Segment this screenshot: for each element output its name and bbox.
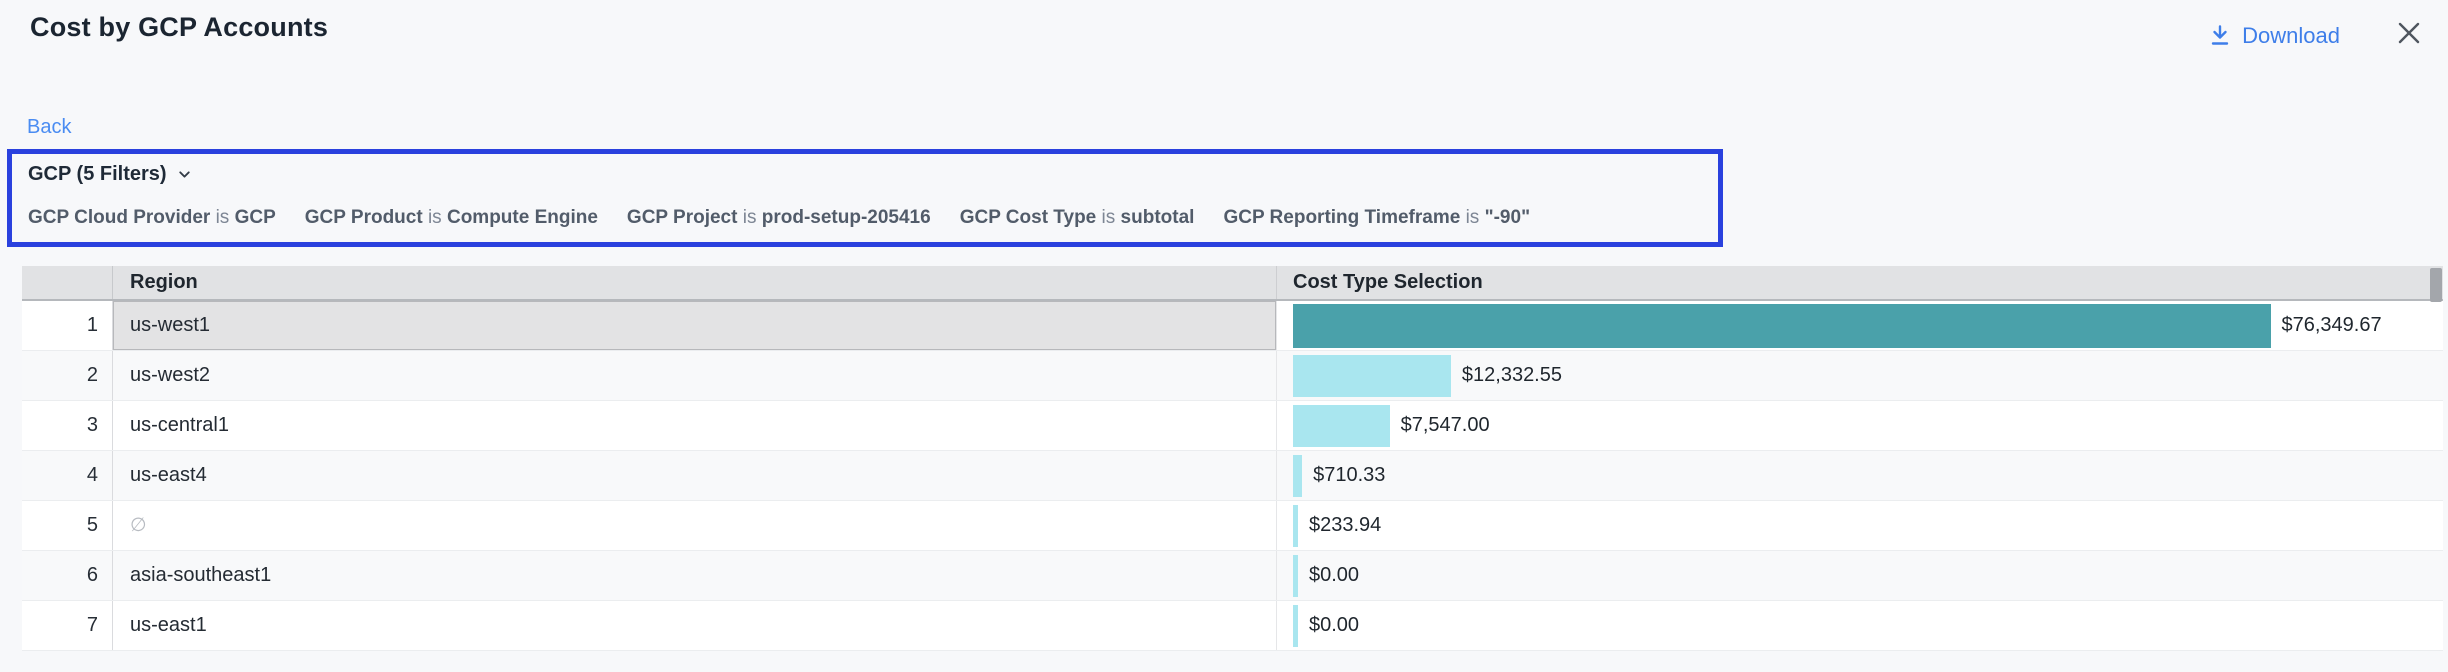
column-header-region[interactable]: Region (113, 266, 1277, 299)
filter-operator: is (216, 207, 230, 228)
region-cell[interactable]: us-west1 (113, 301, 1277, 350)
filter-chip[interactable]: GCP Reporting Timeframe is "-90" (1223, 207, 1530, 229)
filter-value: "-90" (1485, 207, 1530, 228)
filter-value: prod-setup-205416 (762, 207, 931, 228)
page-title: Cost by GCP Accounts (30, 12, 328, 43)
region-cell[interactable]: us-east1 (113, 601, 1277, 650)
cost-table: Region Cost Type Selection 1 us-west1 $7… (22, 266, 2443, 651)
row-index: 1 (22, 301, 113, 350)
region-cell[interactable]: us-central1 (113, 401, 1277, 450)
table-row[interactable]: 5 ∅ $233.94 (22, 501, 2443, 551)
cost-bar (1293, 505, 1298, 547)
null-region-symbol: ∅ (130, 514, 147, 537)
cost-cell: $7,547.00 (1277, 401, 2443, 450)
cost-value: $12,332.55 (1462, 364, 1562, 387)
filter-operator: is (1102, 207, 1116, 228)
table-row[interactable]: 4 us-east4 $710.33 (22, 451, 2443, 501)
download-label: Download (2242, 23, 2340, 49)
row-index: 5 (22, 501, 113, 550)
close-icon[interactable] (2396, 20, 2422, 51)
cost-bar (1293, 304, 2271, 348)
vertical-scrollbar-thumb[interactable] (2430, 268, 2442, 302)
column-header-index (22, 266, 113, 299)
cost-value: $710.33 (1313, 464, 1385, 487)
region-cell[interactable]: asia-southeast1 (113, 551, 1277, 600)
row-index: 6 (22, 551, 113, 600)
back-link[interactable]: Back (27, 116, 71, 139)
filter-field: GCP Cloud Provider (28, 207, 210, 228)
cost-bar (1293, 455, 1302, 497)
table-row[interactable]: 2 us-west2 $12,332.55 (22, 351, 2443, 401)
cost-cell: $710.33 (1277, 451, 2443, 500)
filters-dropdown[interactable]: GCP (5 Filters) (28, 163, 1702, 186)
filter-operator: is (743, 207, 757, 228)
cost-cell: $0.00 (1277, 601, 2443, 650)
region-cell[interactable]: us-west2 (113, 351, 1277, 400)
filter-value: Compute Engine (447, 207, 598, 228)
cost-cell: $233.94 (1277, 501, 2443, 550)
filter-chip[interactable]: GCP Product is Compute Engine (305, 207, 598, 229)
top-actions: Download (2209, 20, 2422, 51)
filter-value: subtotal (1121, 207, 1195, 228)
table-body: 1 us-west1 $76,349.67 2 us-west2 $12,332… (22, 301, 2443, 651)
cost-bar (1293, 405, 1390, 447)
filter-chip[interactable]: GCP Project is prod-setup-205416 (627, 207, 931, 229)
filters-dropdown-label: GCP (5 Filters) (28, 163, 167, 186)
table-row[interactable]: 7 us-east1 $0.00 (22, 601, 2443, 651)
filters-panel: GCP (5 Filters) GCP Cloud Provider is GC… (7, 149, 1723, 247)
filter-chip-list: GCP Cloud Provider is GCP GCP Product is… (28, 207, 1702, 229)
table-row[interactable]: 1 us-west1 $76,349.67 (22, 301, 2443, 351)
row-index: 3 (22, 401, 113, 450)
table-row[interactable]: 6 asia-southeast1 $0.00 (22, 551, 2443, 601)
download-button[interactable]: Download (2209, 23, 2340, 49)
row-index: 4 (22, 451, 113, 500)
cost-cell: $12,332.55 (1277, 351, 2443, 400)
filter-field: GCP Reporting Timeframe (1223, 207, 1460, 228)
row-index: 2 (22, 351, 113, 400)
cost-bar (1293, 555, 1298, 597)
filter-field: GCP Cost Type (960, 207, 1097, 228)
region-cell[interactable]: ∅ (113, 501, 1277, 550)
cost-bar (1293, 355, 1451, 397)
cost-value: $233.94 (1309, 514, 1381, 537)
download-icon (2209, 24, 2231, 48)
cost-cell: $76,349.67 (1277, 301, 2443, 350)
row-index: 7 (22, 601, 113, 650)
cost-value: $7,547.00 (1401, 414, 1490, 437)
cost-value: $0.00 (1309, 614, 1359, 637)
filter-chip[interactable]: GCP Cloud Provider is GCP (28, 207, 276, 229)
cost-cell: $0.00 (1277, 551, 2443, 600)
table-row[interactable]: 3 us-central1 $7,547.00 (22, 401, 2443, 451)
region-cell[interactable]: us-east4 (113, 451, 1277, 500)
cost-value: $76,349.67 (2282, 314, 2382, 337)
cost-value: $0.00 (1309, 564, 1359, 587)
filter-field: GCP Product (305, 207, 423, 228)
table-header-row: Region Cost Type Selection (22, 266, 2443, 301)
column-header-cost[interactable]: Cost Type Selection (1277, 266, 2443, 299)
filter-operator: is (428, 207, 442, 228)
filter-value: GCP (235, 207, 276, 228)
filter-chip[interactable]: GCP Cost Type is subtotal (960, 207, 1195, 229)
cost-bar (1293, 605, 1298, 647)
filter-field: GCP Project (627, 207, 738, 228)
filter-operator: is (1466, 207, 1480, 228)
chevron-down-icon (176, 166, 193, 183)
